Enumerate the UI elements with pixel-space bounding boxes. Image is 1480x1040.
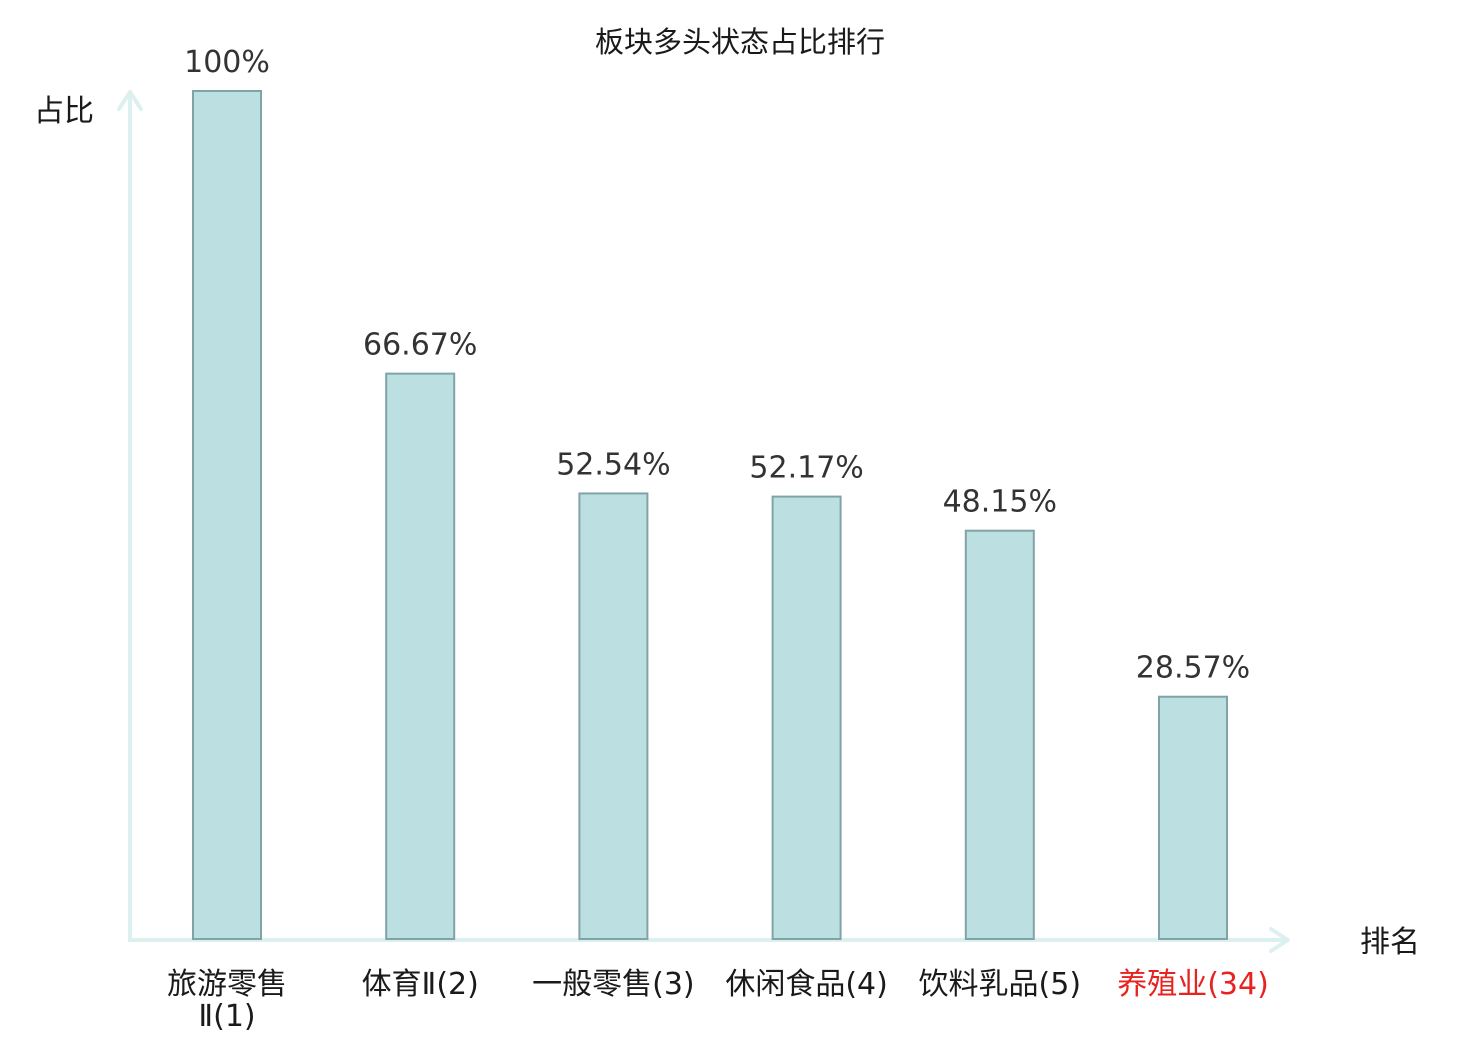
x-axis-arrow-icon — [1269, 927, 1290, 953]
bar — [578, 492, 649, 940]
x-axis — [130, 927, 1290, 953]
bar — [192, 90, 262, 940]
bar-value-label: 52.54% — [556, 447, 670, 482]
y-axis — [117, 90, 143, 942]
x-tick-label: Ⅱ(1) — [198, 999, 255, 1034]
bar-series — [192, 90, 1228, 940]
x-tick-label: 休闲食品(4) — [725, 967, 888, 1002]
bar — [1158, 695, 1228, 940]
x-axis-label: 排名 — [1360, 925, 1420, 960]
x-tick-label: 养殖业(34) — [1117, 967, 1269, 1002]
chart-title: 板块多头状态占比排行 — [595, 25, 885, 59]
y-axis-label: 占比 — [34, 94, 94, 129]
x-tick-label: 旅游零售 — [167, 967, 287, 1002]
value-label-group: 100% 66.67% 52.54% 52.17% 48.15% 28.57% — [184, 45, 1250, 686]
bar-value-label: 28.57% — [1136, 651, 1250, 686]
x-tick-label: 体育Ⅱ(2) — [362, 967, 479, 1002]
bar-value-label: 52.17% — [749, 451, 863, 486]
bar-value-label: 100% — [184, 45, 270, 80]
bar-value-label: 48.15% — [943, 485, 1057, 520]
bar — [771, 495, 842, 940]
y-axis-arrow-icon — [117, 90, 143, 111]
bar — [385, 372, 456, 940]
x-tick-label: 一般零售(3) — [532, 967, 695, 1002]
bar-value-label: 66.67% — [363, 328, 477, 363]
bar — [964, 529, 1035, 940]
x-tick-label: 饮料乳品(5) — [919, 967, 1082, 1002]
